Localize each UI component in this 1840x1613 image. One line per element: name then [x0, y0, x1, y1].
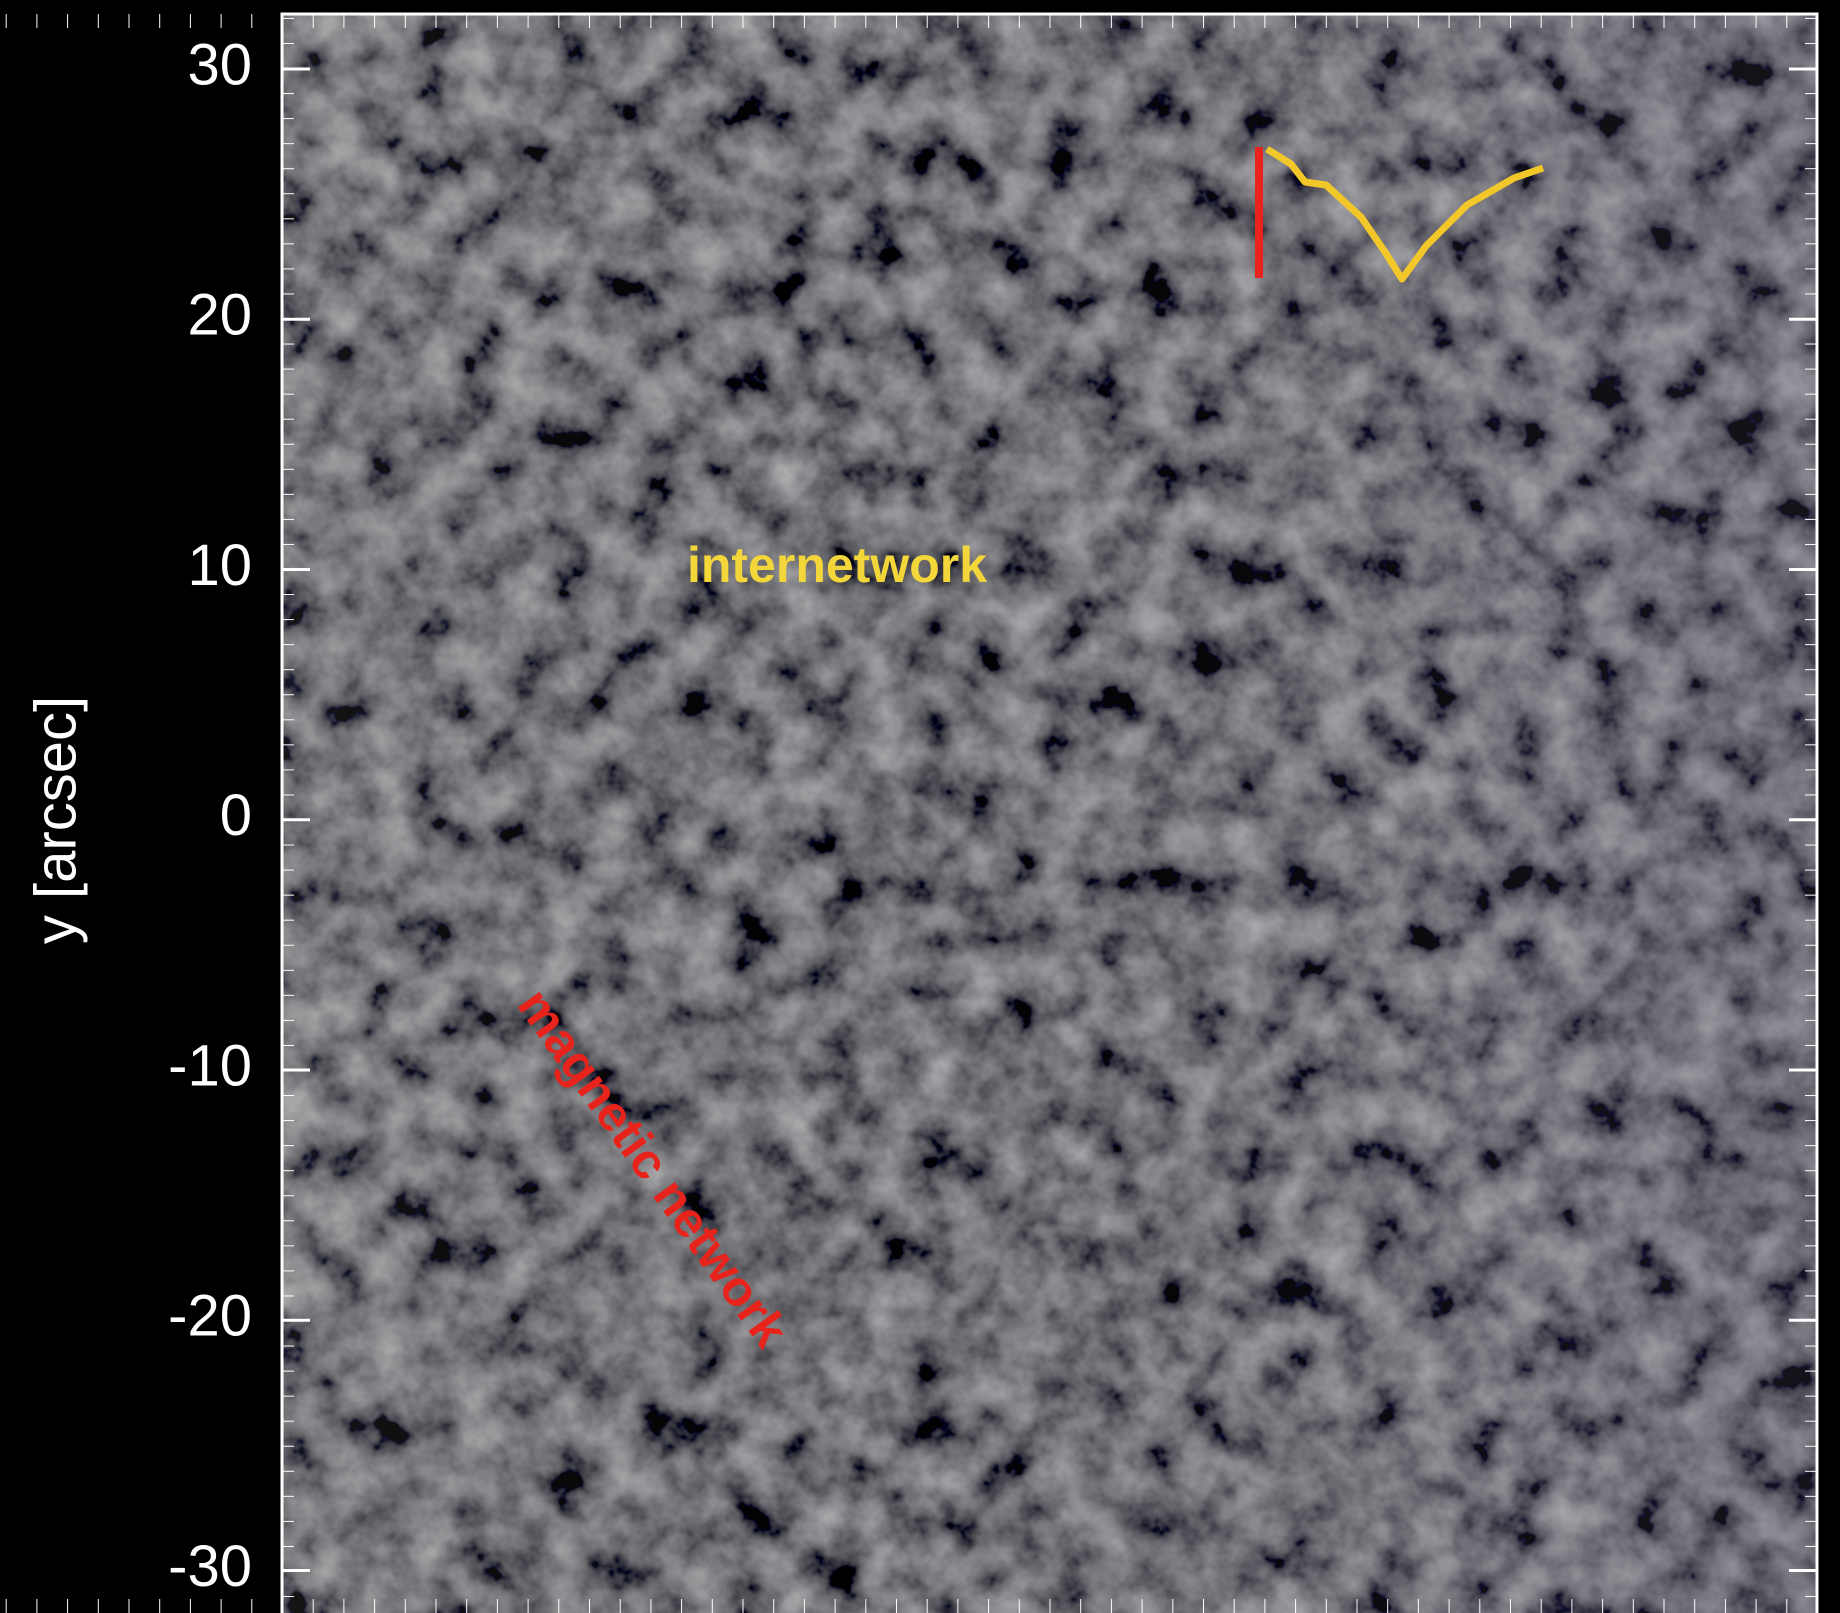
- y-tick-label: 20: [187, 283, 252, 348]
- y-tick-label: -10: [168, 1033, 252, 1098]
- y-tick-label: 0: [220, 783, 252, 848]
- chart: internetwork magnetic network y [arcsec]…: [0, 0, 1840, 1613]
- y-tick-label: -30: [168, 1534, 252, 1599]
- y-tick-label: 10: [187, 533, 252, 598]
- minor-ticks: [0, 0, 1840, 1613]
- annotation: internetwork: [687, 537, 987, 593]
- y-axis-label: y [arcsec]: [23, 696, 88, 944]
- y-tick-label: 30: [187, 32, 252, 97]
- y-tick-label: -20: [168, 1284, 252, 1349]
